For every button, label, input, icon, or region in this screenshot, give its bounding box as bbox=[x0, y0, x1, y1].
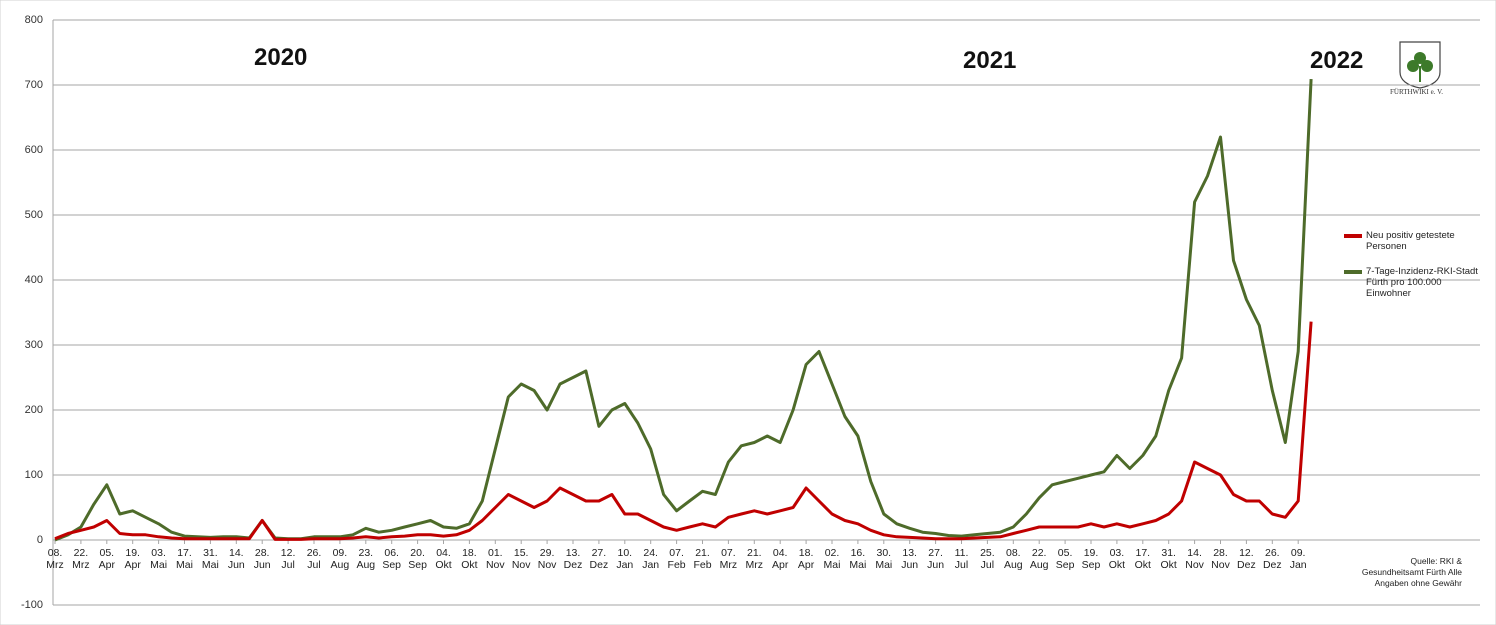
x-tick-label: 30. Mai bbox=[875, 547, 893, 571]
x-tick-label: 25. Jul bbox=[980, 547, 995, 571]
year-annotation: 2020 bbox=[254, 44, 308, 71]
x-tick-label: 26. Jul bbox=[306, 547, 322, 571]
logo-icon bbox=[1399, 41, 1441, 89]
x-tick-label: 11. Jul bbox=[954, 547, 969, 571]
y-tick-label: 400 bbox=[25, 274, 43, 286]
y-tick-label: 100 bbox=[25, 469, 43, 481]
y-tick-label: 200 bbox=[25, 404, 43, 416]
y-tick-label: -100 bbox=[21, 599, 43, 611]
x-tick-label: 14. Jun bbox=[227, 547, 245, 571]
x-tick-label: 31. Okt bbox=[1160, 547, 1177, 571]
y-tick-label: 800 bbox=[25, 14, 43, 26]
x-tick-label: 12. Jul bbox=[280, 547, 296, 571]
x-tick-label: 12. Dez bbox=[1237, 547, 1256, 571]
x-tick-label: 22. Aug bbox=[1029, 547, 1049, 571]
x-tick-label: 17. Okt bbox=[1134, 547, 1151, 571]
x-tick-label: 04. Okt bbox=[435, 547, 452, 571]
source-note: Quelle: RKI & Gesundheitsamt Fürth Alle … bbox=[1361, 556, 1462, 588]
x-tick-label: 19. Apr bbox=[124, 547, 141, 571]
x-tick-label: 02. Mai bbox=[823, 547, 841, 571]
x-tick-label: 28. Jun bbox=[253, 547, 271, 571]
x-tick-label: 22. Mrz bbox=[72, 547, 90, 571]
x-tick-label: 05. Apr bbox=[98, 547, 115, 571]
x-tick-label: 23. Aug bbox=[356, 547, 376, 571]
x-tick-label: 10. Jan bbox=[616, 547, 634, 571]
x-tick-label: 19. Sep bbox=[1081, 547, 1101, 571]
x-tick-label: 24. Jan bbox=[642, 547, 660, 571]
x-tick-label: 31. Mai bbox=[201, 547, 219, 571]
x-tick-label: 08. Mrz bbox=[46, 547, 64, 571]
x-tick-label: 07. Mrz bbox=[719, 547, 738, 571]
data-line bbox=[54, 321, 1313, 541]
x-tick-label: 27. Jun bbox=[927, 547, 945, 571]
x-tick-label: 18. Apr bbox=[797, 547, 815, 571]
x-tick-label: 13. Dez bbox=[563, 547, 583, 571]
x-tick-label: 03. Mai bbox=[150, 547, 168, 571]
y-tick-label: 0 bbox=[37, 534, 43, 546]
x-tick-label: 01. Nov bbox=[485, 547, 505, 571]
x-tick-label: 21. Mrz bbox=[745, 547, 764, 571]
y-tick-label: 300 bbox=[25, 339, 43, 351]
y-tick-label: 500 bbox=[25, 209, 43, 221]
x-tick-label: 07. Feb bbox=[667, 547, 686, 571]
x-tick-label: 03. Okt bbox=[1108, 547, 1126, 571]
x-tick-label: 09. Jan bbox=[1289, 547, 1307, 571]
x-tick-label: 29. Nov bbox=[537, 547, 557, 571]
x-tick-label: 27. Dez bbox=[589, 547, 609, 571]
x-tick-label: 26. Dez bbox=[1262, 547, 1282, 571]
logo-text: FÜRTHWIKI e. V. bbox=[1390, 88, 1443, 96]
x-tick-label: 14. Nov bbox=[1185, 547, 1204, 571]
y-tick-label: 700 bbox=[25, 79, 43, 91]
x-tick-label: 13. Jun bbox=[901, 547, 919, 571]
x-tick-label: 21. Feb bbox=[693, 547, 712, 571]
x-tick-label: 05. Sep bbox=[1055, 547, 1075, 571]
x-tick-label: 06. Sep bbox=[382, 547, 402, 571]
x-tick-label: 04. Apr bbox=[772, 547, 789, 571]
legend-label: Neu positiv getestete Personen bbox=[1366, 230, 1455, 252]
x-tick-label: 17. Mai bbox=[176, 547, 193, 571]
legend-label: 7-Tage-Inzidenz-RKI-Stadt Fürth pro 100.… bbox=[1366, 266, 1478, 299]
x-tick-label: 09. Aug bbox=[330, 547, 350, 571]
x-tick-label: 28. Nov bbox=[1211, 547, 1230, 571]
year-annotation: 2021 bbox=[963, 47, 1017, 74]
year-annotation: 2022 bbox=[1310, 47, 1364, 74]
x-tick-label: 15. Nov bbox=[511, 547, 531, 571]
x-tick-label: 16. Mai bbox=[849, 547, 867, 571]
x-tick-label: 20. Sep bbox=[408, 547, 427, 571]
y-tick-label: 600 bbox=[25, 144, 43, 156]
x-tick-label: 08. Aug bbox=[1003, 547, 1023, 571]
x-tick-label: 18. Okt bbox=[461, 547, 478, 571]
